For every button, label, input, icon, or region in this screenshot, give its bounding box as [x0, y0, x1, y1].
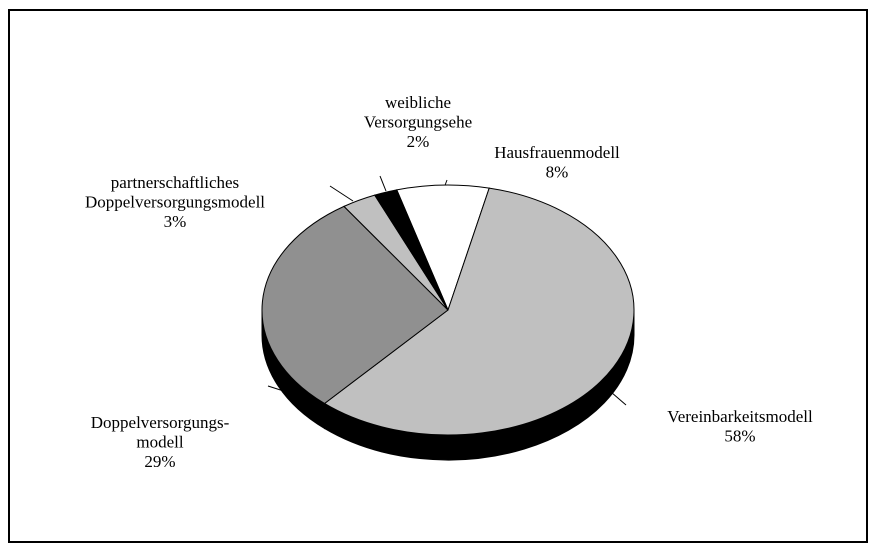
pie-slice [396, 184, 490, 312]
pie-slice [373, 189, 449, 311]
leader-line [329, 185, 354, 202]
slice-label: partnerschaftliches Doppelversorgungsmode… [85, 173, 265, 212]
slice-label: Hausfrauenmodell [494, 143, 620, 162]
pie-slice [323, 187, 635, 436]
leader-line [379, 175, 387, 192]
slice-value-label: 2% [407, 132, 430, 151]
pie-slice [261, 205, 449, 405]
slice-value-label: 58% [724, 427, 755, 446]
slice-value-label: 29% [144, 452, 175, 471]
slice-label: Vereinbarkeitsmodell [667, 407, 813, 426]
slice-label: Doppelversorgungs-modell [91, 413, 230, 452]
slice-label: weibliche Versorgungsehe [364, 93, 472, 132]
slice-value-label: 8% [546, 163, 569, 182]
slice-value-label: 3% [164, 212, 187, 231]
